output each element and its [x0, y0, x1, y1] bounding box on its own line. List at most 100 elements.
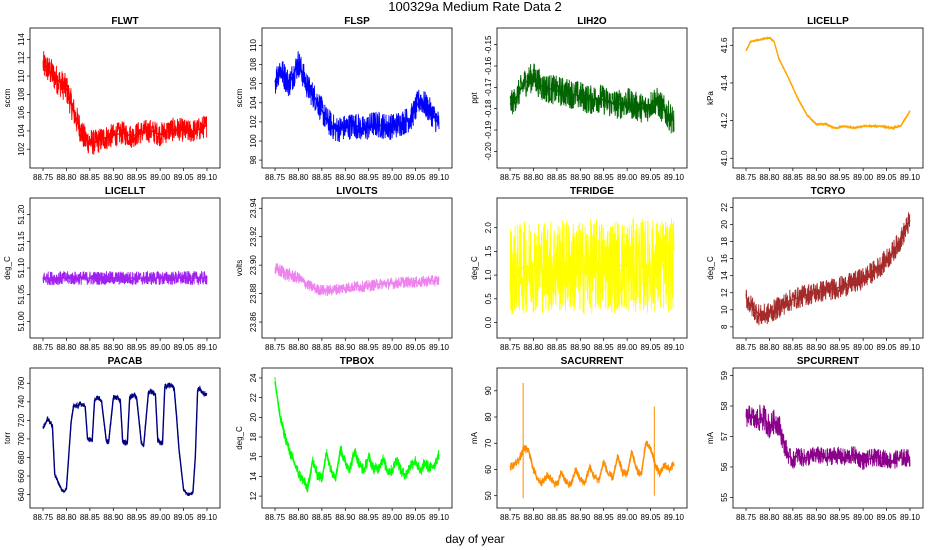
x-tick-label: 89.10: [197, 513, 218, 522]
series-pacab: [42, 382, 208, 497]
x-tick-label: 88.85: [547, 343, 568, 352]
y-tick-label: 102: [249, 115, 258, 129]
panel-title: LIVOLTS: [336, 186, 378, 197]
plot-frame: [496, 27, 688, 169]
data-trend: [42, 384, 208, 496]
y-tick-label: 22: [720, 202, 729, 211]
x-tick-label: 89.05: [641, 513, 662, 522]
y-tick-label: 60: [484, 464, 493, 473]
x-tick-label: 88.80: [523, 343, 544, 352]
x-tick-label: 88.95: [594, 513, 615, 522]
plot-frame: [29, 27, 221, 169]
panel-title: LICELLP: [807, 16, 849, 27]
x-tick-label: 89.10: [664, 343, 685, 352]
y-tick-label: 16: [249, 452, 258, 461]
x-tick-label: 88.80: [288, 173, 309, 182]
data-line: [42, 51, 208, 155]
panel-title: LICELLT: [105, 186, 145, 197]
y-tick-label: 59: [720, 371, 729, 380]
x-tick-label: 88.85: [547, 513, 568, 522]
y-tick-label: 24: [249, 373, 258, 382]
y-tick-label: 108: [249, 57, 258, 71]
x-tick-label: 89.00: [853, 343, 874, 352]
y-tick-label: 680: [17, 450, 26, 464]
x-tick-label: 89.00: [150, 173, 171, 182]
panel-pacab: PACAB torr 640 660 680 700 720 740 760 88.75 88.80…: [3, 356, 221, 522]
y-tick-label: 80: [484, 412, 493, 421]
y-tick-label: 8: [720, 324, 729, 329]
data-trend: [42, 64, 208, 144]
series-tcryo: [745, 212, 911, 326]
x-tick-label: 88.90: [806, 513, 827, 522]
x-tick-label: 88.90: [570, 513, 591, 522]
y-axis-label: ppt: [470, 92, 479, 104]
data-trend: [745, 219, 911, 317]
x-tick-label: 88.95: [359, 173, 380, 182]
panel-licellp: LICELLP kPa 41.0 41.2 41.4 41.6 88.75 88.80 88.8…: [706, 16, 924, 182]
x-tick-label: 89.00: [853, 513, 874, 522]
panel-title: SACURRENT: [561, 356, 624, 367]
x-tick-label: 88.85: [80, 343, 101, 352]
x-tick-label: 88.85: [783, 173, 804, 182]
x-tick-label: 88.80: [523, 513, 544, 522]
x-tick-label: 88.85: [783, 513, 804, 522]
plot-frame: [29, 367, 221, 509]
x-tick-label: 88.85: [312, 343, 333, 352]
y-tick-label: 23.92: [249, 226, 258, 247]
x-tick-label: 89.10: [197, 173, 218, 182]
x-tick-label: 88.80: [288, 513, 309, 522]
x-tick-label: 88.80: [759, 513, 780, 522]
y-tick-label: 23.86: [249, 311, 258, 332]
x-tick-label: 88.75: [736, 173, 757, 182]
y-tick-label: 104: [249, 96, 258, 110]
x-tick-label: 88.80: [759, 343, 780, 352]
plot-frame: [261, 197, 453, 339]
x-tick-label: 88.75: [265, 343, 286, 352]
data-trend: [509, 441, 675, 487]
x-tick-label: 88.75: [500, 173, 521, 182]
x-tick-label: 89.05: [641, 343, 662, 352]
x-tick-label: 88.80: [56, 513, 77, 522]
x-tick-label: 88.80: [759, 173, 780, 182]
x-tick-label: 88.90: [335, 513, 356, 522]
series-livolts: [274, 263, 440, 297]
y-tick-label: 640: [17, 487, 26, 501]
x-tick-label: 88.75: [33, 513, 54, 522]
x-tick-label: 88.80: [56, 343, 77, 352]
y-tick-label: 0.0: [484, 316, 493, 328]
x-tick-label: 88.85: [80, 173, 101, 182]
y-tick-label: 12: [249, 491, 258, 500]
y-tick-label: 100: [249, 134, 258, 148]
figure-x-axis-label: day of year: [445, 532, 504, 546]
x-tick-label: 89.10: [429, 173, 450, 182]
y-axis-label: sccm: [3, 88, 12, 107]
data-line: [509, 63, 675, 134]
x-tick-label: 89.05: [174, 173, 195, 182]
x-tick-label: 89.00: [617, 173, 638, 182]
x-tick-label: 88.95: [359, 513, 380, 522]
y-tick-label: 18: [720, 237, 729, 246]
x-tick-label: 88.75: [265, 513, 286, 522]
x-tick-label: 89.10: [664, 513, 685, 522]
y-axis-label: sccm: [235, 88, 244, 107]
y-tick-label: 12: [720, 288, 729, 297]
series-tfridge: [509, 218, 675, 315]
y-tick-label: 23.90: [249, 255, 258, 276]
x-tick-label: 89.10: [429, 343, 450, 352]
y-tick-label: 104: [17, 124, 26, 138]
y-tick-label: 41.4: [720, 75, 729, 91]
y-axis-label: deg_C: [3, 256, 12, 280]
data-line: [42, 270, 208, 286]
x-tick-label: 88.75: [500, 513, 521, 522]
y-tick-label: 760: [17, 376, 26, 390]
y-tick-label: 112: [17, 51, 26, 64]
panel-livolts: LIVOLTS volts 23.86 23.88 23.90 23.92 23.94 88.…: [235, 186, 453, 352]
y-tick-label: 1.5: [484, 245, 493, 257]
y-tick-label: 10: [720, 305, 729, 314]
y-tick-label: 41.0: [720, 150, 729, 166]
y-tick-label: 106: [249, 76, 258, 90]
x-tick-label: 88.90: [335, 343, 356, 352]
x-tick-label: 89.10: [900, 343, 921, 352]
